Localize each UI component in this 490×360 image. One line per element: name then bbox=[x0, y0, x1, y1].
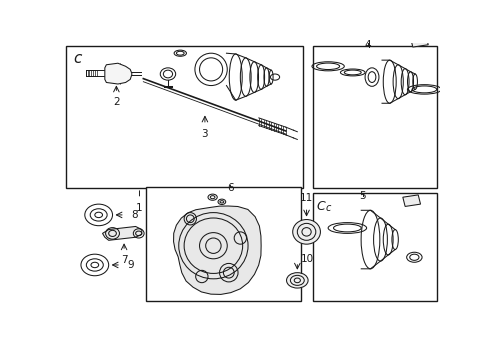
Text: 7: 7 bbox=[121, 255, 127, 265]
Text: 3: 3 bbox=[201, 129, 208, 139]
Text: 6: 6 bbox=[227, 183, 234, 193]
Text: 5: 5 bbox=[360, 191, 366, 201]
Bar bbox=[146, 187, 301, 301]
Text: 4: 4 bbox=[365, 40, 371, 50]
Text: 2: 2 bbox=[113, 97, 120, 107]
Bar bbox=[313, 193, 438, 301]
Ellipse shape bbox=[287, 273, 308, 288]
Text: ᴄ: ᴄ bbox=[74, 51, 82, 66]
Ellipse shape bbox=[293, 220, 320, 244]
Text: C: C bbox=[317, 200, 325, 213]
Polygon shape bbox=[173, 206, 261, 294]
Bar bbox=[313, 45, 438, 188]
Polygon shape bbox=[105, 63, 132, 84]
Text: 10: 10 bbox=[300, 254, 314, 264]
Polygon shape bbox=[403, 195, 420, 206]
Text: 11: 11 bbox=[300, 193, 313, 203]
Text: c: c bbox=[326, 203, 331, 213]
Text: 9: 9 bbox=[127, 260, 134, 270]
Polygon shape bbox=[411, 36, 428, 47]
Bar bbox=[66, 45, 303, 188]
Text: 1: 1 bbox=[136, 203, 143, 213]
Polygon shape bbox=[102, 226, 142, 240]
Text: 8: 8 bbox=[131, 210, 138, 220]
